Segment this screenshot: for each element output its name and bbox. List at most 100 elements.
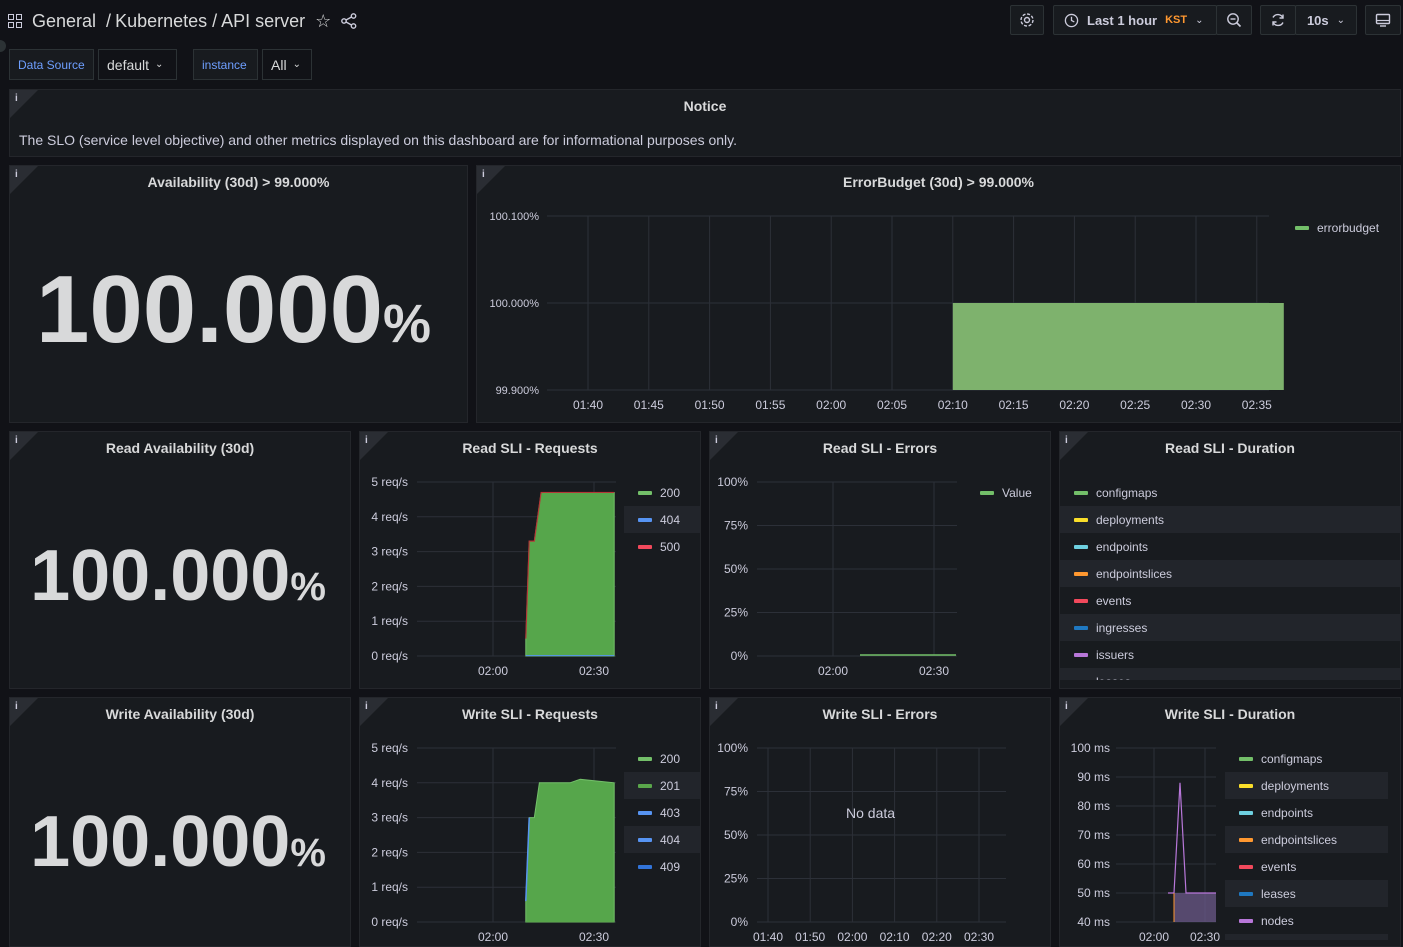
info-icon[interactable]: i — [365, 701, 368, 712]
breadcrumb-folder[interactable]: General — [32, 10, 97, 31]
write-requests-chart: 0 req/s 1 req/s 2 req/s 3 req/s 4 req/s 5 req… — [371, 741, 616, 944]
variable-label-instance: instance — [193, 49, 258, 80]
x-tick-label: 02:30 — [1181, 398, 1211, 412]
zoom-out-button[interactable] — [1216, 5, 1252, 35]
legend-item-ingresses[interactable]: ingresses — [1060, 614, 1400, 641]
legend: 200 201 403 404 409 — [624, 745, 700, 880]
panel-info-corner[interactable] — [10, 90, 38, 118]
y-tick-label: 4 req/s — [371, 776, 408, 790]
legend-item-more[interactable] — [1225, 934, 1388, 940]
legend-swatch — [638, 544, 652, 549]
legend-item-nodes[interactable]: nodes — [1225, 907, 1388, 934]
info-icon[interactable]: i — [482, 169, 485, 180]
breadcrumb-dashboard-title[interactable]: Kubernetes / API server — [115, 10, 306, 31]
refresh-interval-picker[interactable]: 10s ⌄ — [1295, 5, 1357, 35]
y-tick-label: 50 ms — [1077, 886, 1110, 900]
legend-item-deployments[interactable]: deployments — [1060, 506, 1400, 533]
legend: Value — [966, 479, 1032, 506]
x-tick-label: 02:00 — [478, 930, 508, 944]
variable-select-datasource[interactable]: default ⌄ — [98, 49, 177, 80]
panel-info-corner[interactable] — [360, 698, 388, 726]
info-icon[interactable]: i — [1065, 701, 1068, 712]
panel-title: Read SLI - Duration — [1165, 440, 1295, 456]
legend-label: endpointslices — [1261, 832, 1338, 847]
star-icon[interactable]: ☆ — [315, 10, 332, 31]
info-icon[interactable]: i — [1065, 435, 1068, 446]
legend-item-deployments[interactable]: deployments — [1225, 772, 1388, 799]
panel-info-corner[interactable] — [10, 698, 38, 726]
tv-mode-button[interactable] — [1365, 5, 1401, 35]
panel-info-corner[interactable] — [477, 166, 505, 194]
share-icon[interactable] — [341, 13, 357, 29]
legend-item-404[interactable]: 404 — [624, 826, 700, 853]
panel-title: Read SLI - Requests — [462, 440, 598, 456]
y-tick-label: 1 req/s — [371, 614, 408, 628]
y-tick-label: 0 req/s — [371, 915, 408, 929]
info-icon[interactable]: i — [15, 435, 18, 446]
legend-item-value[interactable]: Value — [966, 479, 1032, 506]
stat-value: 100.000% — [10, 806, 350, 889]
refresh-button[interactable] — [1260, 5, 1296, 35]
info-icon[interactable]: i — [365, 435, 368, 446]
legend-item-errorbudget[interactable]: errorbudget — [1281, 214, 1379, 241]
legend-swatch — [638, 490, 652, 495]
info-icon[interactable]: i — [15, 93, 18, 104]
legend-item-201[interactable]: 201 — [624, 772, 700, 799]
settings-button[interactable] — [1010, 5, 1044, 35]
dashboards-grid-icon[interactable] — [8, 14, 22, 28]
legend-item-endpointslices[interactable]: endpointslices — [1225, 826, 1388, 853]
panel-info-corner[interactable] — [1060, 698, 1088, 726]
y-tick-label: 3 req/s — [371, 545, 408, 559]
legend-item-configmaps[interactable]: configmaps — [1060, 479, 1400, 506]
errorbudget-chart: 99.900% 100.000% 100.100% 01:40 01:45 01:50 01… — [489, 211, 1284, 412]
panel-info-corner[interactable] — [1060, 432, 1088, 460]
notice-text: The SLO (service level objective) and ot… — [19, 132, 737, 148]
info-icon[interactable]: i — [715, 701, 718, 712]
info-icon[interactable]: i — [15, 169, 18, 180]
legend-item-200[interactable]: 200 — [624, 479, 700, 506]
legend-label: nodes — [1261, 913, 1294, 928]
panel-title: Read SLI - Errors — [822, 440, 938, 456]
legend-item-issuers[interactable]: issuers — [1060, 641, 1400, 668]
panel-info-corner[interactable] — [710, 432, 738, 460]
panel-info-corner[interactable] — [10, 166, 38, 194]
legend-item-leases[interactable]: leases — [1225, 880, 1388, 907]
area-errorbudget — [952, 303, 1284, 390]
write-errors-chart: 0% 25% 50% 75% 100% 01:40 01:50 02:00 02:10 02:20… — [717, 741, 1006, 944]
legend-label: 201 — [660, 778, 681, 793]
legend-item-events[interactable]: events — [1060, 587, 1400, 614]
legend-item-endpointslices[interactable]: endpointslices — [1060, 560, 1400, 587]
legend-item-409[interactable]: 409 — [624, 853, 700, 880]
legend-item-configmaps[interactable]: configmaps — [1225, 745, 1388, 772]
legend-item-events[interactable]: events — [1225, 853, 1388, 880]
panel-info-corner[interactable] — [10, 432, 38, 460]
y-tick-label: 40 ms — [1077, 915, 1110, 929]
chevron-down-icon: ⌄ — [292, 59, 301, 70]
legend-item-200[interactable]: 200 — [624, 745, 700, 772]
chevron-down-icon: ⌄ — [1195, 14, 1204, 26]
gear-icon — [1020, 13, 1034, 27]
dashboard-breadcrumb: General / Kubernetes / API server ☆ — [8, 8, 357, 34]
legend-item-404[interactable]: 404 — [624, 506, 700, 533]
legend-item-endpoints[interactable]: endpoints — [1225, 799, 1388, 826]
info-icon[interactable]: i — [715, 435, 718, 446]
time-picker-button[interactable]: Last 1 hour KST ⌄ — [1053, 5, 1217, 35]
legend-item-403[interactable]: 403 — [624, 799, 700, 826]
refresh-interval-label: 10s — [1306, 12, 1329, 28]
variable-select-instance[interactable]: All ⌄ — [262, 49, 312, 80]
sidebar-toggle[interactable] — [0, 40, 6, 52]
legend-item-leases[interactable]: leases — [1060, 668, 1400, 680]
x-tick-label: 02:00 — [478, 664, 508, 678]
legend-swatch — [1295, 225, 1309, 230]
legend-swatch — [638, 864, 652, 869]
write-duration-panel: i Write SLI - Duration 40 ms 50 ms 60 ms 70… — [1059, 697, 1401, 947]
info-icon[interactable]: i — [15, 701, 18, 712]
breadcrumb-separator: / — [106, 10, 112, 31]
y-tick-label: 80 ms — [1077, 799, 1110, 813]
panel-info-corner[interactable] — [360, 432, 388, 460]
legend-item-endpoints[interactable]: endpoints — [1060, 533, 1400, 560]
legend-item-500[interactable]: 500 — [624, 533, 700, 560]
legend-swatch — [1074, 544, 1088, 549]
panel-info-corner[interactable] — [710, 698, 738, 726]
legend-swatch — [1074, 652, 1088, 657]
